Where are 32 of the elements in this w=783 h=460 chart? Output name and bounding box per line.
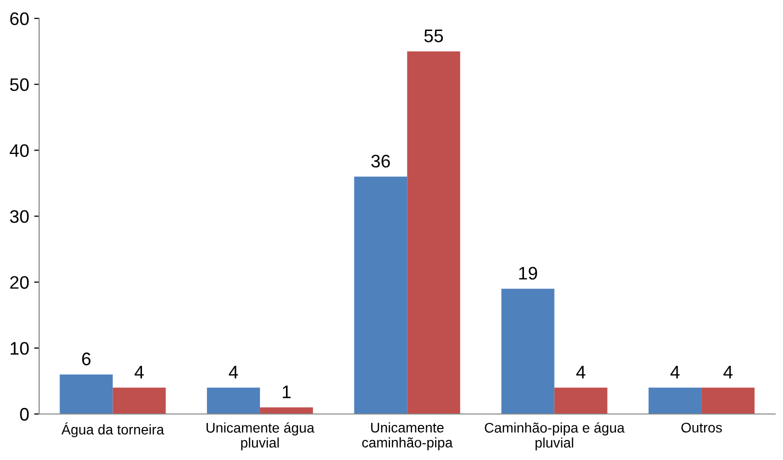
- x-tick-label: Outros: [681, 422, 722, 433]
- y-tick-label: 40: [10, 144, 29, 157]
- bar: [112, 388, 166, 414]
- data-label: 1: [282, 386, 291, 398]
- x-tick-label: Unicamente caminhão-pipa: [362, 422, 453, 450]
- bar: [354, 176, 408, 414]
- bar: [702, 388, 755, 414]
- bar: [60, 374, 113, 414]
- y-tick-label: 50: [10, 78, 29, 92]
- data-label: 6: [82, 352, 90, 366]
- data-label: 4: [228, 366, 238, 378]
- bar: [407, 51, 460, 414]
- y-tick-label: 60: [10, 12, 29, 26]
- y-tick-label: 30: [10, 210, 29, 223]
- data-label: 4: [670, 366, 680, 378]
- bar: [554, 388, 608, 414]
- data-label: 55: [424, 30, 443, 42]
- data-label: 4: [576, 366, 586, 378]
- x-tick-label: Unicamente água pluvial: [206, 422, 314, 450]
- bar: [648, 388, 702, 414]
- bar: [501, 288, 554, 414]
- y-tick-label: 20: [10, 276, 29, 289]
- data-label: 4: [134, 366, 144, 378]
- data-label: 4: [723, 366, 733, 378]
- data-label: 19: [519, 266, 538, 280]
- y-tick-label: 0: [20, 408, 29, 421]
- x-tick-label: Caminhão-pipa e água pluvial: [484, 422, 625, 450]
- y-tick-label: 10: [10, 342, 29, 355]
- data-label: 36: [371, 154, 390, 168]
- bar: [206, 388, 260, 414]
- bar: [260, 407, 313, 414]
- x-tick-label: Água da torneira: [61, 422, 164, 438]
